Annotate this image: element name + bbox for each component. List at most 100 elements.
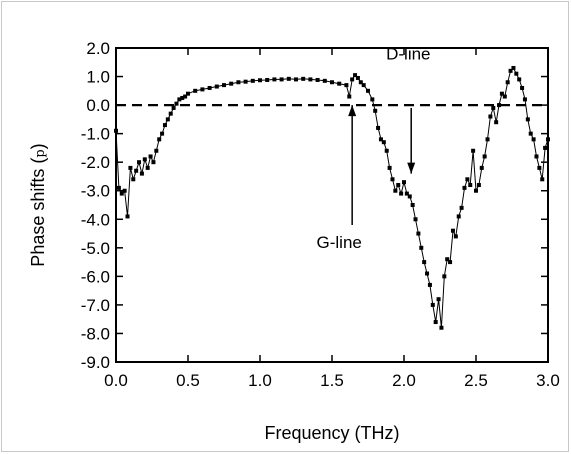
data-point [350, 77, 355, 82]
data-point [128, 165, 133, 170]
data-point [494, 120, 499, 125]
data-point [433, 320, 438, 325]
x-tick-label: 1.5 [320, 371, 344, 390]
data-point [168, 111, 173, 116]
plot-area-border [115, 47, 549, 363]
data-point [448, 260, 453, 265]
data-point [355, 75, 360, 80]
data-point [214, 84, 219, 89]
data-point [378, 137, 383, 142]
y-tick-label: -3.0 [81, 182, 110, 201]
data-point [272, 77, 277, 82]
data-point [186, 91, 190, 96]
data-point [468, 183, 473, 188]
data-point [508, 68, 513, 73]
data-point [462, 185, 467, 190]
data-point [499, 91, 504, 96]
y-axis-title-symbol: p [33, 149, 48, 157]
data-point [416, 231, 421, 236]
data-point [222, 83, 226, 88]
data-point [439, 325, 444, 330]
data-point [531, 137, 536, 142]
data-point [399, 191, 404, 196]
data-point [157, 137, 162, 142]
data-point [286, 76, 291, 81]
data-point [344, 83, 349, 88]
data-point [119, 191, 124, 196]
annotation-arrow-head [348, 105, 357, 117]
data-point [485, 137, 490, 142]
data-point [471, 148, 476, 153]
data-point [425, 271, 430, 276]
data-point [525, 117, 530, 122]
data-point [514, 71, 519, 76]
data-point [229, 81, 234, 86]
data-point [174, 101, 179, 106]
data-point [387, 165, 392, 170]
axes [115, 47, 549, 363]
data-point [236, 80, 241, 85]
data-point [165, 117, 170, 122]
data-point [315, 77, 320, 82]
data-point [347, 94, 352, 99]
x-tick-label: 0.5 [176, 371, 200, 390]
series-line [115, 67, 549, 328]
y-axis-title: Phase shifts (p) [28, 143, 48, 266]
data-point [402, 180, 406, 185]
data-point [171, 105, 176, 110]
data-point [450, 228, 455, 233]
annotation-arrow-head [407, 162, 416, 174]
data-point [361, 83, 366, 88]
data-point [301, 76, 306, 81]
data-point [381, 140, 386, 145]
data-point [322, 78, 327, 83]
data-point [497, 103, 502, 108]
data-point [396, 183, 401, 188]
data-point [154, 148, 159, 153]
y-tick-label: 2.0 [86, 39, 110, 58]
data-point [384, 148, 389, 153]
data-point [177, 97, 182, 102]
data-point [476, 183, 481, 188]
data-point [502, 94, 507, 99]
y-axis-title-close: ) [28, 143, 48, 149]
x-tick-label: 2.0 [392, 371, 416, 390]
data-point [114, 128, 118, 133]
data-point [160, 131, 165, 136]
annotations: G-line D-line [317, 44, 431, 251]
data-point [427, 282, 432, 287]
data-point [407, 194, 412, 199]
data-point [308, 77, 313, 82]
data-series [114, 65, 550, 330]
data-point [413, 217, 418, 222]
data-point [410, 203, 415, 207]
data-point [546, 137, 550, 142]
y-tick-label: -8.0 [81, 324, 110, 343]
data-point [148, 154, 153, 159]
x-tick-label: 1.0 [248, 371, 272, 390]
data-point [139, 171, 144, 176]
data-point [528, 131, 533, 136]
data-point [543, 145, 548, 150]
data-point [151, 160, 156, 165]
data-point [390, 177, 395, 182]
data-point [358, 80, 363, 85]
data-point [162, 123, 167, 128]
data-point [453, 234, 458, 239]
data-point [134, 168, 139, 173]
data-point [482, 154, 487, 159]
data-point [442, 274, 447, 279]
y-tick-label: -5.0 [81, 239, 110, 258]
data-point [137, 160, 142, 165]
data-point [430, 302, 435, 307]
data-point [404, 191, 409, 196]
data-point [422, 260, 427, 265]
y-tick-label: -1.0 [81, 125, 110, 144]
y-tick-label: 1.0 [86, 68, 110, 87]
x-tick-label: 0.0 [104, 371, 128, 390]
data-point [207, 85, 212, 90]
data-point [479, 165, 484, 170]
data-point [488, 114, 493, 119]
x-tick-label: 3.0 [536, 371, 560, 390]
